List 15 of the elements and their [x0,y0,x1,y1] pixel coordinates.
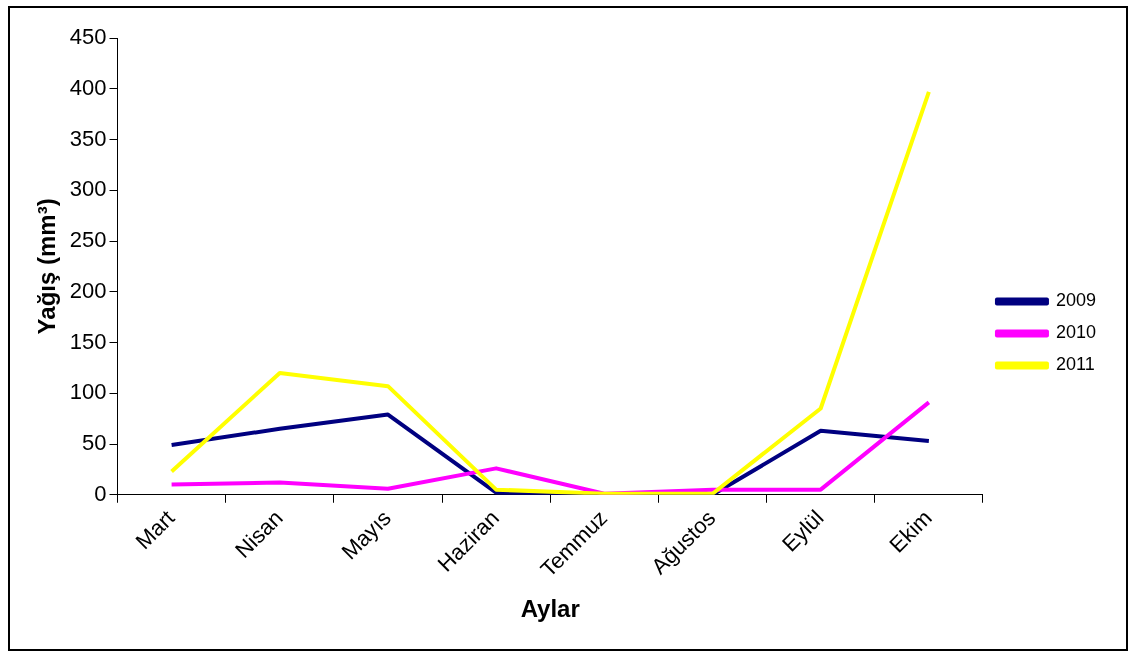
legend-label: 2011 [1055,354,1095,375]
legend-label: 2010 [1055,322,1096,343]
y-axis-title: Yağış (mm³) [33,198,61,335]
y-tick-label: 350 [69,125,107,151]
y-tick-label: 50 [82,430,107,456]
y-tick-label: 200 [69,277,107,303]
y-tick-label: 0 [94,480,107,506]
y-tick-label: 100 [69,379,107,405]
y-tick-label: 150 [69,328,107,354]
y-tick-label: 400 [69,74,107,100]
y-tick-label: 300 [69,176,107,202]
y-tick-label: 250 [69,227,107,253]
x-axis-title: Aylar [520,595,580,623]
y-tick-label: 450 [69,24,107,50]
legend-label: 2009 [1055,290,1096,311]
